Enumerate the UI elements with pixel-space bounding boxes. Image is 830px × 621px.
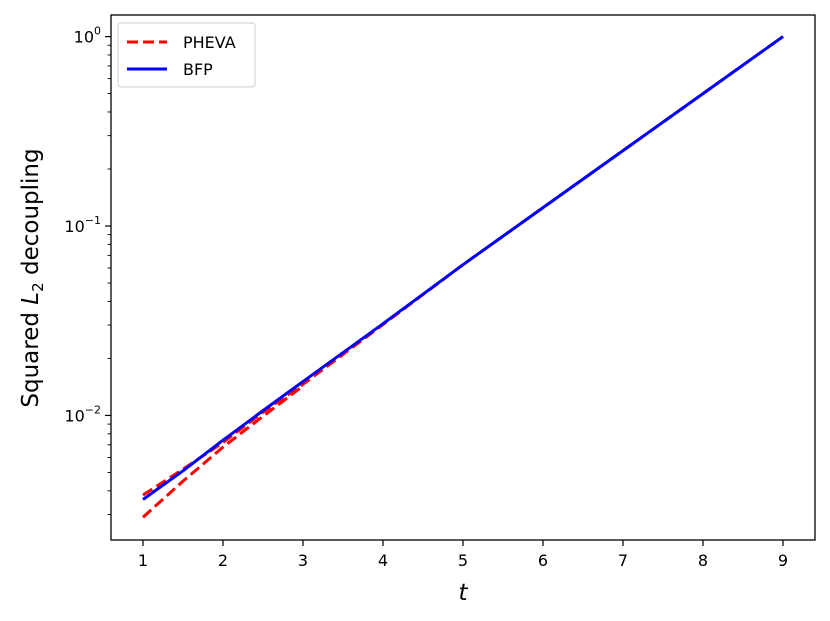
y-axis-label-math: L — [18, 292, 44, 305]
legend: PHEVA BFP — [117, 22, 256, 88]
x-tick-label: 1 — [138, 551, 148, 570]
y-axis-label-suffix: decoupling — [18, 148, 44, 282]
plot-frame — [110, 14, 816, 541]
x-tick-label: 2 — [218, 551, 228, 570]
x-tick-label: 9 — [778, 551, 788, 570]
x-tick-label: 4 — [378, 551, 388, 570]
y-axis-label: Squared L2 decoupling — [18, 148, 47, 407]
x-tick-label: 3 — [298, 551, 308, 570]
plot-area — [111, 15, 815, 540]
y-tick-label: 10−1 — [64, 214, 101, 236]
legend-label-bfp: BFP — [183, 60, 213, 79]
y-axis-label-prefix: Squared — [18, 305, 44, 408]
legend-label-pheva: PHEVA — [183, 33, 236, 52]
ticks-layer: 1 2 3 4 5 6 7 8 9 10−2 10−1 100 — [64, 25, 788, 570]
x-tick-label: 6 — [538, 551, 548, 570]
x-tick-label: 7 — [618, 551, 628, 570]
x-tick-label: 8 — [698, 551, 708, 570]
y-tick-label: 10−2 — [64, 403, 101, 425]
series-line-pheva-1 — [141, 384, 304, 519]
y-tick-label: 100 — [74, 25, 101, 47]
x-axis-label: t — [458, 580, 468, 606]
series-layer — [141, 35, 784, 519]
legend-box — [117, 22, 256, 88]
y-axis-label-subscript: 2 — [29, 282, 47, 292]
x-tick-label: 5 — [458, 551, 468, 570]
series-line-bfp-0 — [142, 35, 784, 501]
